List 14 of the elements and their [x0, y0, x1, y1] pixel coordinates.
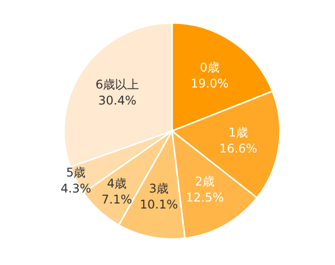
slice-label: 1歳: [228, 126, 248, 140]
slice-label: 0歳: [200, 60, 220, 75]
slice-label: 4歳: [106, 176, 127, 191]
slice-label: 6歳以上: [96, 77, 140, 92]
slice-label: 2歳: [194, 174, 215, 188]
slice-label: 5歳: [66, 165, 86, 180]
data-label: 30.4%: [98, 93, 136, 108]
data-label: 12.5%: [186, 190, 224, 204]
data-label: 4.3%: [60, 181, 92, 196]
data-label: 7.1%: [102, 192, 132, 207]
data-label: 10.1%: [140, 198, 178, 212]
data-label: 19.0%: [190, 76, 229, 91]
slice-label: 3歳: [149, 182, 169, 196]
data-label: 16.6%: [219, 142, 258, 156]
